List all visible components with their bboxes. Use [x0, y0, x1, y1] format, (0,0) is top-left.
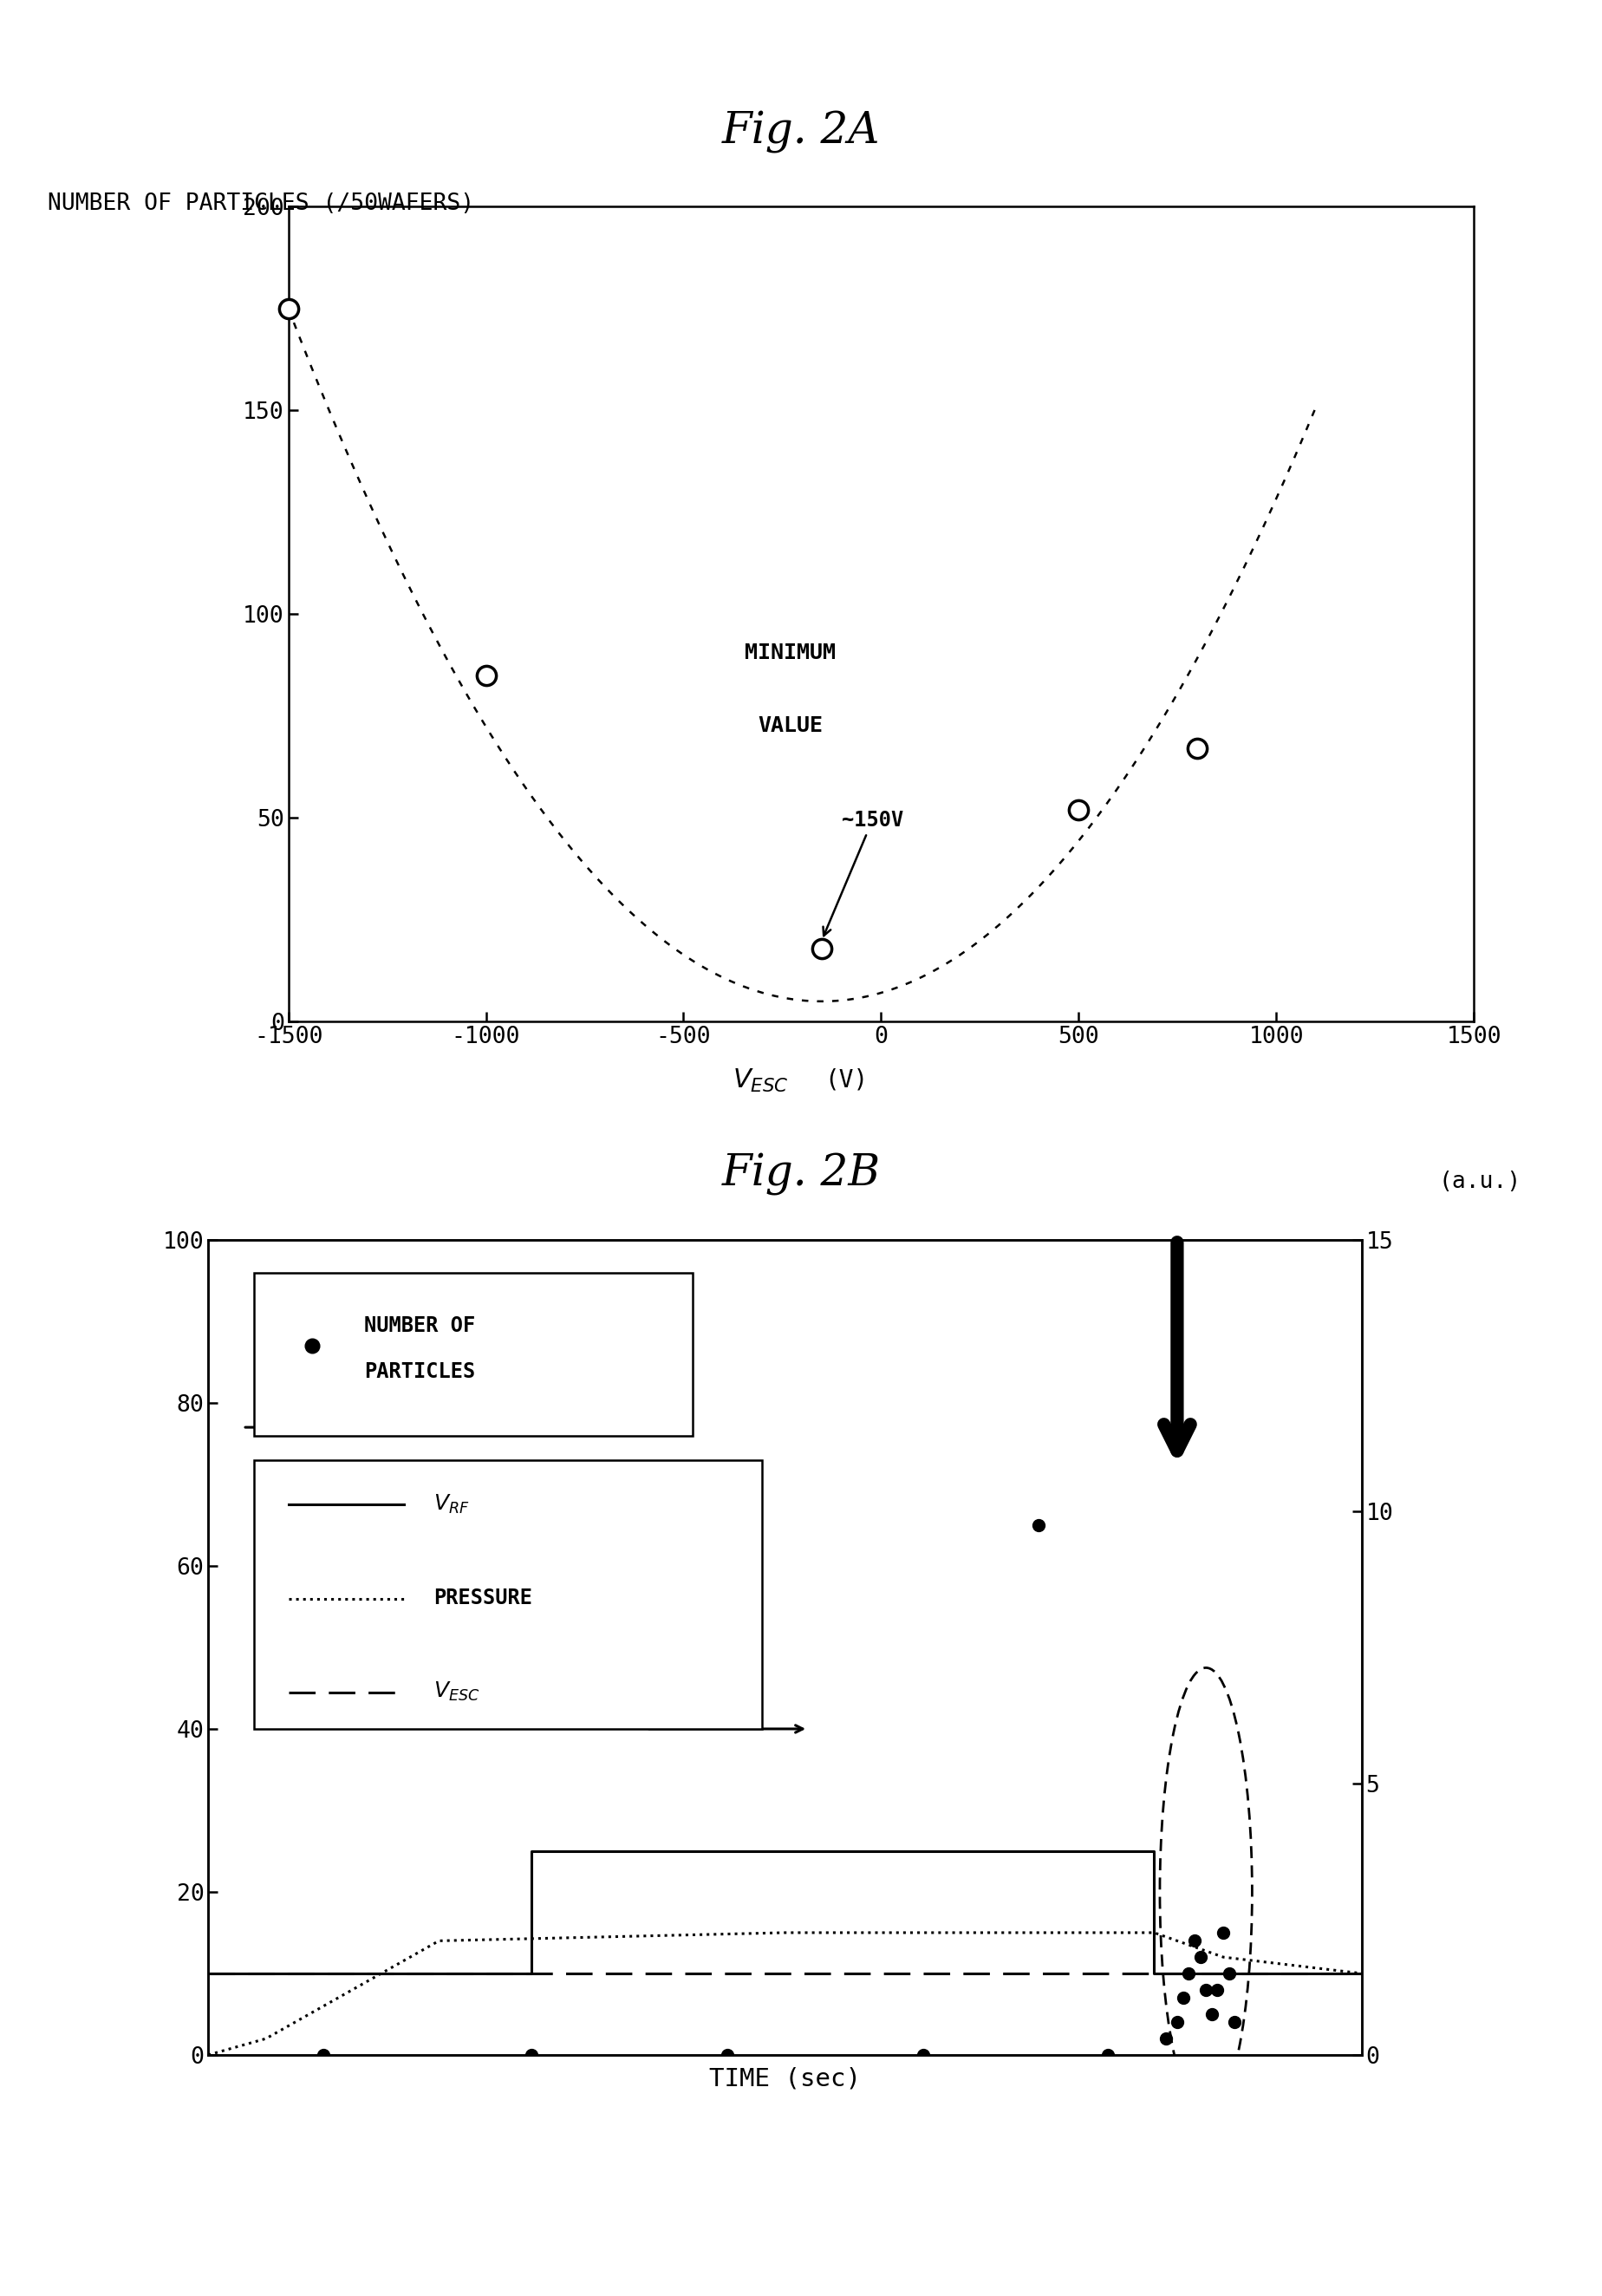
- Text: (V): (V): [825, 1068, 868, 1093]
- FancyBboxPatch shape: [255, 1272, 692, 1435]
- Point: [1153, 2020, 1179, 2057]
- Point: [1187, 1938, 1213, 1975]
- Point: [1193, 1972, 1219, 2009]
- Text: Fig. 2A: Fig. 2A: [723, 110, 879, 154]
- Text: PRESSURE: PRESSURE: [433, 1587, 532, 1607]
- Point: [1096, 2037, 1121, 2073]
- Text: (a.u.): (a.u.): [1439, 1171, 1522, 1194]
- Point: [1205, 1972, 1230, 2009]
- Point: [519, 2037, 545, 2073]
- Text: Fig. 2B: Fig. 2B: [721, 1153, 881, 1196]
- Text: ~150V: ~150V: [823, 810, 904, 937]
- Point: [1211, 1915, 1237, 1952]
- Text: NUMBER OF PARTICLES (/50WAFERS): NUMBER OF PARTICLES (/50WAFERS): [48, 193, 474, 216]
- Point: [714, 2037, 740, 2073]
- Point: [1222, 2004, 1248, 2041]
- Point: [1176, 1956, 1202, 1993]
- Point: [1216, 1956, 1242, 1993]
- Point: [1198, 1995, 1224, 2032]
- Text: PARTICLES: PARTICLES: [364, 1362, 476, 1382]
- FancyBboxPatch shape: [255, 1460, 763, 1729]
- Text: MINIMUM: MINIMUM: [745, 643, 836, 664]
- Point: [1182, 1922, 1208, 1958]
- X-axis label: TIME (sec): TIME (sec): [710, 2066, 860, 2092]
- Text: $V_{ESC}$: $V_{ESC}$: [433, 1681, 479, 1704]
- Point: [1169, 1979, 1195, 2016]
- Text: $V_{RF}$: $V_{RF}$: [433, 1492, 469, 1515]
- Point: [1025, 1506, 1051, 1543]
- Text: $V_{ESC}$: $V_{ESC}$: [732, 1068, 790, 1095]
- Point: [311, 2037, 336, 2073]
- Text: VALUE: VALUE: [758, 716, 823, 737]
- Text: NUMBER OF: NUMBER OF: [364, 1316, 476, 1336]
- Point: [910, 2037, 936, 2073]
- Point: [1165, 2004, 1190, 2041]
